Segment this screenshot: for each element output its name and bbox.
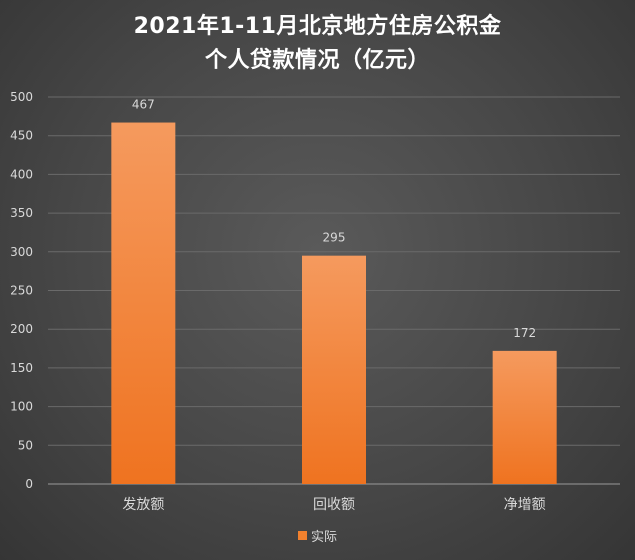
y-axis-ticks: 0 50 100 150 200 250 300 350 400 450 500 (10, 90, 33, 491)
data-labels: 467 295 172 (132, 98, 536, 340)
legend: 实际 (0, 526, 635, 545)
y-tick-label: 400 (10, 167, 33, 181)
bar (111, 122, 176, 485)
y-tick-label: 50 (18, 438, 33, 452)
bar (492, 350, 557, 484)
x-axis-ticks: 发放额 回收额 净增额 (122, 497, 545, 513)
y-tick-label: 100 (10, 400, 33, 414)
data-label: 295 (323, 231, 346, 245)
data-label: 467 (132, 98, 155, 112)
legend-label: 实际 (310, 530, 337, 545)
chart-title-line-1: 2021年1-11月北京地方住房公积金 (133, 14, 502, 39)
y-tick-label: 0 (25, 477, 33, 491)
y-tick-label: 300 (10, 245, 33, 259)
bar (302, 255, 366, 484)
legend-swatch (297, 531, 307, 540)
bars (111, 122, 557, 485)
x-tick-label: 净增额 (504, 497, 546, 513)
y-tick-label: 450 (10, 129, 33, 143)
y-tick-label: 500 (10, 90, 33, 104)
y-tick-label: 150 (10, 361, 33, 375)
y-tick-label: 200 (10, 322, 33, 336)
y-tick-label: 350 (10, 206, 33, 220)
data-label: 172 (513, 326, 536, 340)
x-tick-label: 发放额 (122, 497, 164, 513)
x-tick-label: 回收额 (313, 497, 355, 513)
chart-title-line-2: 个人贷款情况（亿元） (204, 48, 430, 73)
y-tick-label: 250 (10, 284, 33, 298)
